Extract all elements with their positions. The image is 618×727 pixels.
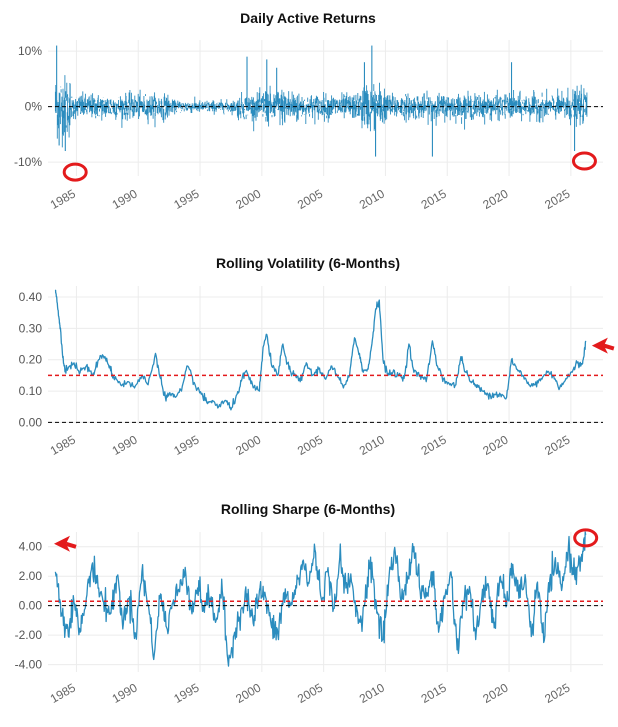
x-tick-label: 2025 [542, 680, 572, 706]
y-tick-label: 0.20 [19, 353, 43, 367]
x-tick-label: 2010 [357, 432, 387, 458]
x-tick-label: 2005 [295, 432, 325, 458]
x-tick-label: 2020 [480, 680, 510, 706]
x-tick-label: 1990 [110, 432, 140, 458]
daily-returns-title: Daily Active Returns [240, 10, 376, 26]
x-tick-label: 2025 [542, 186, 572, 212]
y-tick-label: 0.10 [19, 384, 43, 398]
x-tick-label: 2015 [419, 432, 449, 458]
y-tick-label: 2.00 [19, 569, 43, 583]
x-tick-label: 2000 [233, 432, 263, 458]
rolling-volatility-line [54, 289, 587, 411]
x-tick-label: 1985 [48, 432, 78, 458]
x-tick-label: 2000 [233, 680, 263, 706]
x-tick-label: 2010 [357, 680, 387, 706]
y-tick-label: 0.30 [19, 321, 43, 335]
x-tick-label: 1985 [48, 680, 78, 706]
x-tick-label: 2015 [419, 186, 449, 212]
x-tick-label: 2005 [295, 680, 325, 706]
y-tick-label: -2.00 [15, 628, 43, 642]
x-tick-label: 1995 [171, 432, 201, 458]
x-tick-label: 2025 [542, 432, 572, 458]
y-tick-label: 4.00 [19, 540, 43, 554]
rolling-volatility-panel: Rolling Volatility (6-Months) 0.00 0.10 0.… [19, 255, 615, 458]
rolling-sharpe-title: Rolling Sharpe (6-Months) [221, 501, 395, 517]
x-tick-label: 2010 [357, 186, 387, 212]
highlight-arrow [591, 337, 615, 354]
highlight-circle [571, 151, 597, 171]
daily-returns-line [54, 75, 588, 148]
highlight-arrow [54, 535, 77, 552]
highlight-circle [573, 528, 599, 548]
y-tick-label: -4.00 [15, 658, 43, 672]
x-tick-label: 2020 [480, 186, 510, 212]
x-tick-label: 2015 [419, 680, 449, 706]
rolling-volatility-title: Rolling Volatility (6-Months) [216, 255, 400, 271]
y-tick-label: 0.40 [19, 290, 43, 304]
x-tick-label: 1990 [110, 186, 140, 212]
y-tick-label: 10% [18, 44, 42, 58]
x-tick-label: 2000 [233, 186, 263, 212]
rolling-sharpe-panel: Rolling Sharpe (6-Months) -4.00 -2.00 0.00… [15, 501, 603, 706]
highlight-circle [62, 162, 88, 182]
x-tick-label: 2020 [480, 432, 510, 458]
y-tick-label: 0.00 [19, 599, 43, 613]
rolling-sharpe-line [54, 531, 587, 667]
y-tick-label: 0.00 [19, 415, 43, 429]
daily-returns-panel: Daily Active Returns -10% 0% 10% 1985 1990 19… [14, 10, 603, 212]
y-tick-label: -10% [14, 155, 42, 169]
y-tick-label: 0% [25, 100, 43, 114]
x-tick-label: 1995 [171, 186, 201, 212]
x-tick-label: 1990 [110, 680, 140, 706]
x-tick-label: 2005 [295, 186, 325, 212]
x-tick-label: 1985 [48, 186, 78, 212]
x-tick-label: 1995 [171, 680, 201, 706]
